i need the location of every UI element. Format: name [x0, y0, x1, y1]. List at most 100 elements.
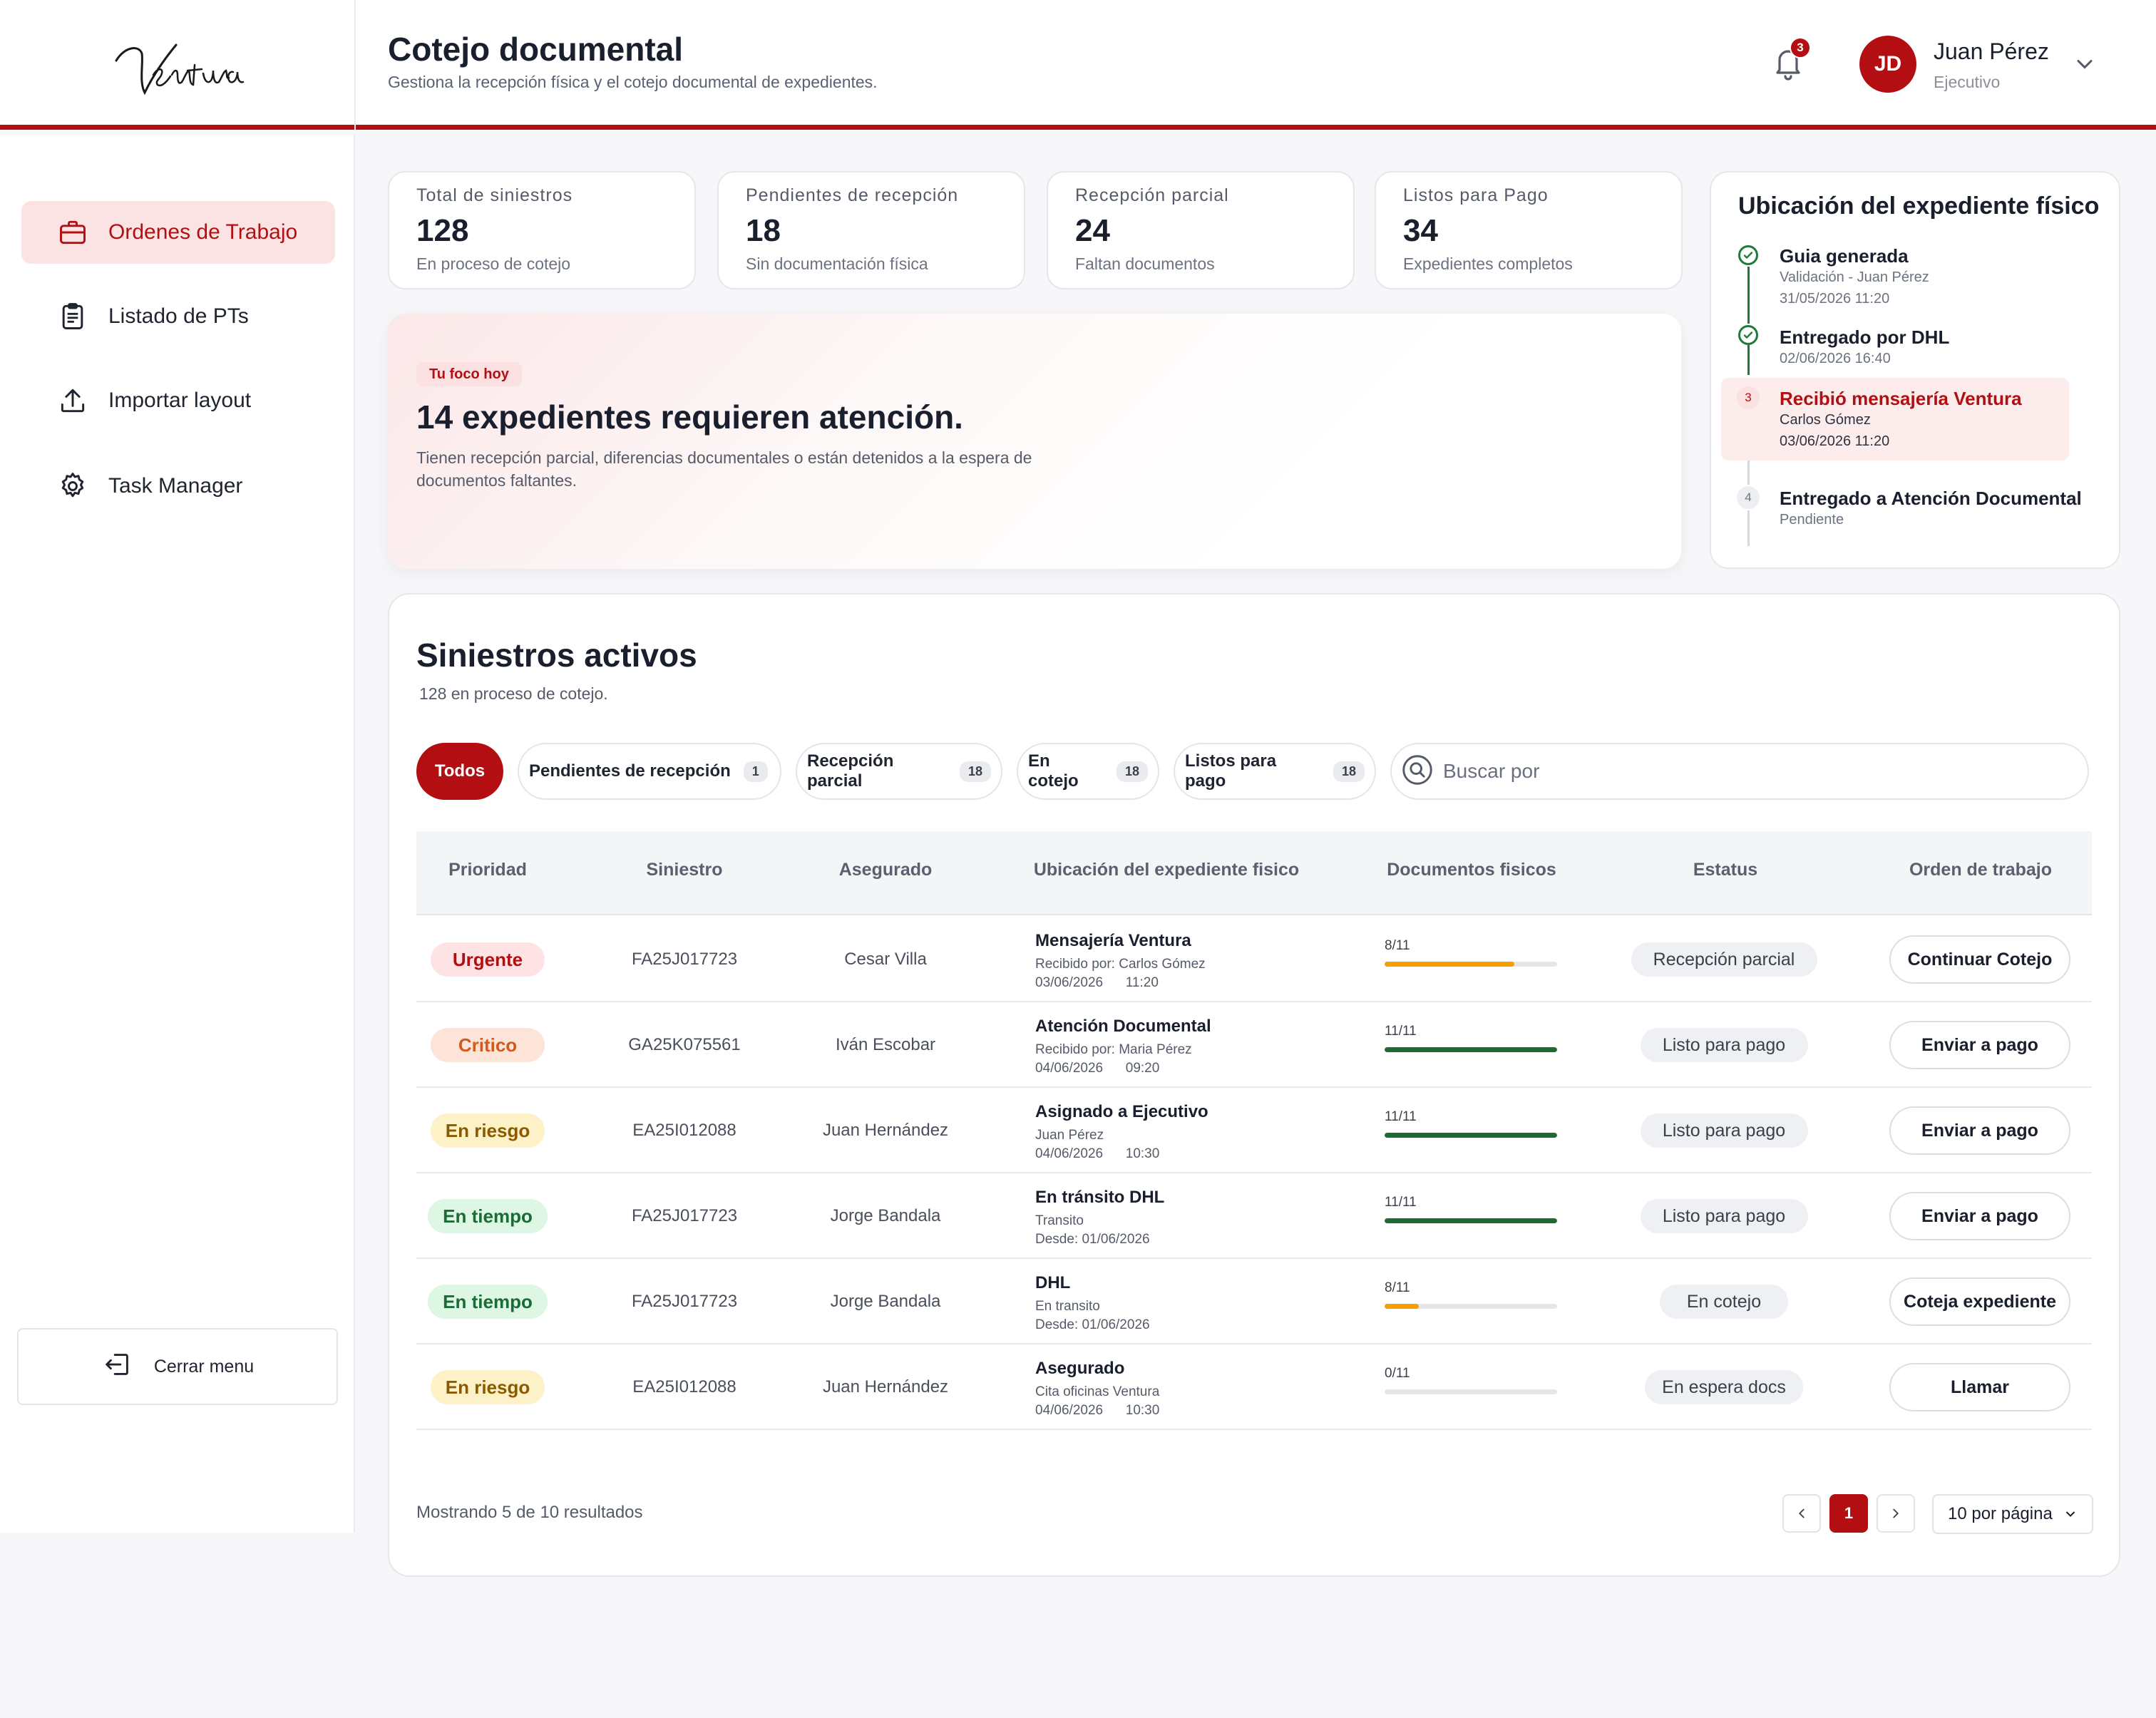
location-meta: 04/06/2026 10:30: [1035, 1403, 1160, 1418]
sidebar-item-label: Importar layout: [108, 389, 252, 412]
stat-sub: En proceso de cotejo: [416, 254, 571, 273]
docs-count: 11/11: [1385, 1109, 1417, 1124]
close-menu-button[interactable]: Cerrar menu: [17, 1328, 338, 1405]
logout-icon: [101, 1348, 134, 1386]
filter-pendientes[interactable]: Pendientes de recepción 1: [518, 743, 781, 800]
row-action-button[interactable]: Enviar a pago: [1889, 1106, 2070, 1155]
location-meta: 04/06/2026 10:30: [1035, 1146, 1160, 1161]
priority-badge: En tiempo: [428, 1285, 548, 1319]
row-action-button[interactable]: Enviar a pago: [1889, 1192, 2070, 1240]
timeline-connector: [1747, 345, 1750, 375]
filter-label: Todos: [434, 761, 486, 781]
location-meta: Desde: 01/06/2026: [1035, 1317, 1150, 1332]
status-badge: Listo para pago: [1640, 1113, 1808, 1148]
stat-value: 24: [1075, 213, 1110, 248]
column-header: Ubicación del expediente fisico: [1033, 860, 1300, 880]
results-count: Mostrando 5 de 10 resultados: [416, 1503, 643, 1522]
close-menu-label: Cerrar menu: [153, 1356, 255, 1377]
search-icon: [1402, 754, 1433, 789]
sidebar-item-ordenes[interactable]: Ordenes de Trabajo: [21, 201, 335, 264]
check-icon: [1738, 325, 1758, 345]
stat-sub: Faltan documentos: [1075, 254, 1215, 273]
filter-listos-pago[interactable]: Listos para pago 18: [1174, 743, 1376, 800]
timeline-step-title: Entregado a Atención Documental: [1780, 488, 2082, 509]
timeline-step-title: Entregado por DHL: [1780, 326, 1950, 348]
priority-badge: En tiempo: [428, 1199, 548, 1233]
column-header: Asegurado: [838, 860, 933, 880]
sidebar-item-importar[interactable]: Importar layout: [21, 369, 335, 432]
docs-progress-bar: [1385, 1389, 1557, 1394]
location-meta: Transito: [1035, 1213, 1084, 1228]
stat-label: Listos para Pago: [1403, 185, 1549, 205]
table-title: Siniestros activos: [416, 637, 697, 674]
gear-icon: [57, 470, 88, 502]
column-header: Orden de trabajo: [1909, 860, 2053, 880]
next-page-button[interactable]: [1877, 1494, 1915, 1533]
timeline-card: [1710, 171, 2120, 569]
focus-description: Tienen recepción parcial, diferencias do…: [416, 448, 1032, 490]
column-header: Prioridad: [448, 860, 527, 880]
avatar[interactable]: JD: [1859, 36, 1916, 93]
status-badge: Listo para pago: [1640, 1199, 1808, 1233]
row-action-button[interactable]: Coteja expediente: [1889, 1277, 2070, 1326]
priority-badge: Critico: [431, 1028, 545, 1062]
search-input[interactable]: [1443, 760, 2013, 783]
timeline-current-highlight: [1721, 378, 2069, 461]
sidebar-item-task-manager[interactable]: Task Manager: [21, 455, 335, 518]
docs-progress-fill: [1385, 1133, 1557, 1138]
filter-recepcion-parcial[interactable]: Recepción parcial 18: [796, 743, 1002, 800]
docs-progress-bar: [1385, 962, 1557, 967]
location-meta: Desde: 01/06/2026: [1035, 1232, 1150, 1247]
ventura-logo[interactable]: [111, 25, 253, 103]
focus-chip: Tu foco hoy: [416, 362, 522, 386]
filter-count: 18: [1116, 761, 1148, 782]
clipboard-icon: [57, 301, 88, 332]
per-page-select[interactable]: 10 por página: [1932, 1494, 2093, 1534]
location-meta: 03/06/2026 11:20: [1035, 975, 1159, 990]
timeline-step-number: 3: [1737, 386, 1760, 409]
location-title: Asegurado: [1035, 1359, 1125, 1378]
stat-sub: Expedientes completos: [1403, 254, 1573, 273]
location-title: DHL: [1035, 1273, 1071, 1292]
check-icon: [1738, 245, 1758, 265]
search-field[interactable]: [1390, 743, 2089, 800]
filter-label: En cotejo: [1028, 751, 1079, 791]
per-page-label: 10 por página: [1948, 1504, 2053, 1523]
location-meta: Juan Pérez: [1035, 1128, 1104, 1143]
timeline-connector: [1747, 267, 1750, 324]
filter-label: Pendientes de recepción: [529, 761, 731, 781]
stat-card-total: Total de siniestros 128 En proceso de co…: [388, 171, 696, 289]
claim-number: FA25J017723: [631, 950, 738, 969]
timeline-connector: [1747, 510, 1750, 546]
filter-todos[interactable]: Todos: [416, 743, 503, 800]
sidebar-item-label: Ordenes de Trabajo: [108, 220, 298, 244]
row-action-button[interactable]: Enviar a pago: [1889, 1021, 2070, 1069]
location-meta: En transito: [1035, 1299, 1100, 1314]
docs-progress-bar: [1385, 1304, 1557, 1309]
timeline-step-meta: 02/06/2026 16:40: [1780, 351, 1891, 366]
docs-count: 8/11: [1385, 938, 1410, 953]
stat-value: 18: [746, 213, 781, 248]
status-badge: Listo para pago: [1640, 1028, 1808, 1062]
timeline-step-meta: 03/06/2026 11:20: [1780, 433, 1890, 449]
filter-en-cotejo[interactable]: En cotejo 18: [1017, 743, 1159, 800]
sidebar-item-listado-pts[interactable]: Listado de PTs: [21, 285, 335, 348]
page-button[interactable]: 1: [1829, 1494, 1868, 1533]
header-divider: [354, 0, 356, 130]
row-action-button[interactable]: Llamar: [1889, 1363, 2070, 1411]
claim-number: EA25I012088: [632, 1377, 736, 1396]
docs-progress-bar: [1385, 1047, 1557, 1052]
row-action-button[interactable]: Continuar Cotejo: [1889, 935, 2070, 984]
user-name[interactable]: Juan Pérez: [1934, 38, 2049, 64]
location-meta: Recibido por: Maria Pérez: [1035, 1042, 1192, 1057]
timeline-step-meta: Validación - Juan Pérez: [1780, 269, 1929, 285]
chevron-right-icon: [1893, 1508, 1899, 1518]
prev-page-button[interactable]: [1782, 1494, 1821, 1533]
docs-count: 11/11: [1385, 1024, 1417, 1039]
location-meta: Cita oficinas Ventura: [1035, 1384, 1160, 1399]
chevron-down-icon[interactable]: [2072, 51, 2098, 77]
docs-progress-bar: [1385, 1133, 1557, 1138]
chevron-left-icon: [1798, 1508, 1805, 1518]
stat-card-pendientes: Pendientes de recepción 18 Sin documenta…: [717, 171, 1025, 289]
location-title: Atención Documental: [1035, 1017, 1211, 1036]
